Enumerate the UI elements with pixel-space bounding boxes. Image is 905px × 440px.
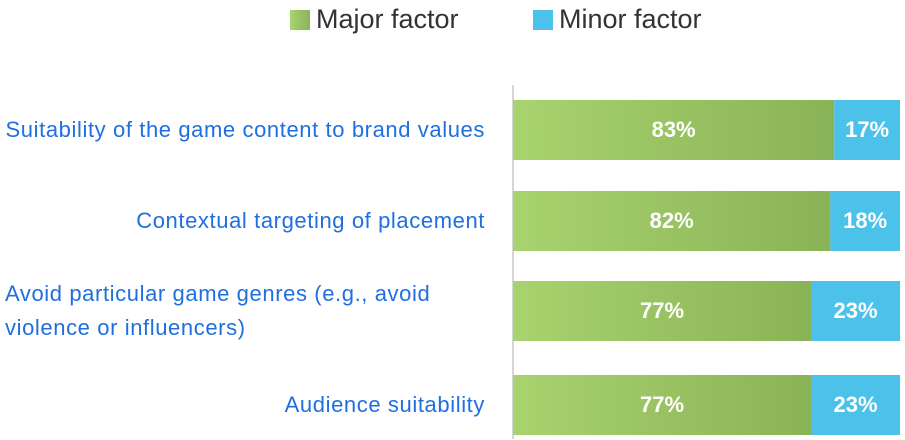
legend-swatch [290, 10, 310, 30]
bar-segment [810, 375, 900, 435]
value-label: 23% [833, 298, 877, 323]
bar-segment [810, 281, 900, 341]
bar-segment [830, 191, 900, 251]
category-text: Avoid particular game genres (e.g., avoi… [5, 281, 431, 340]
category-label: Audience suitability [5, 370, 485, 440]
category-label: Suitability of the game content to brand… [5, 95, 485, 165]
category-text: Contextual targeting of placement [136, 208, 485, 233]
legend-label: Major factor [316, 4, 459, 34]
category-label: Contextual targeting of placement [5, 186, 485, 256]
legend-label: Minor factor [559, 4, 702, 34]
value-label: 17% [845, 117, 889, 142]
value-label: 18% [843, 208, 887, 233]
value-label: 23% [833, 392, 877, 417]
bar-segment [513, 191, 831, 251]
value-label: 77% [640, 392, 684, 417]
value-label: 83% [652, 117, 696, 142]
bar-segment [834, 100, 900, 160]
category-text: Audience suitability [284, 392, 485, 417]
bar-segment [513, 100, 835, 160]
legend-swatch [533, 10, 553, 30]
category-label: Avoid particular game genres (e.g., avoi… [5, 276, 485, 346]
bar-segment [513, 375, 811, 435]
category-text: Suitability of the game content to brand… [5, 117, 485, 142]
value-label: 82% [650, 208, 694, 233]
value-label: 77% [640, 298, 684, 323]
bar-segment [513, 281, 811, 341]
